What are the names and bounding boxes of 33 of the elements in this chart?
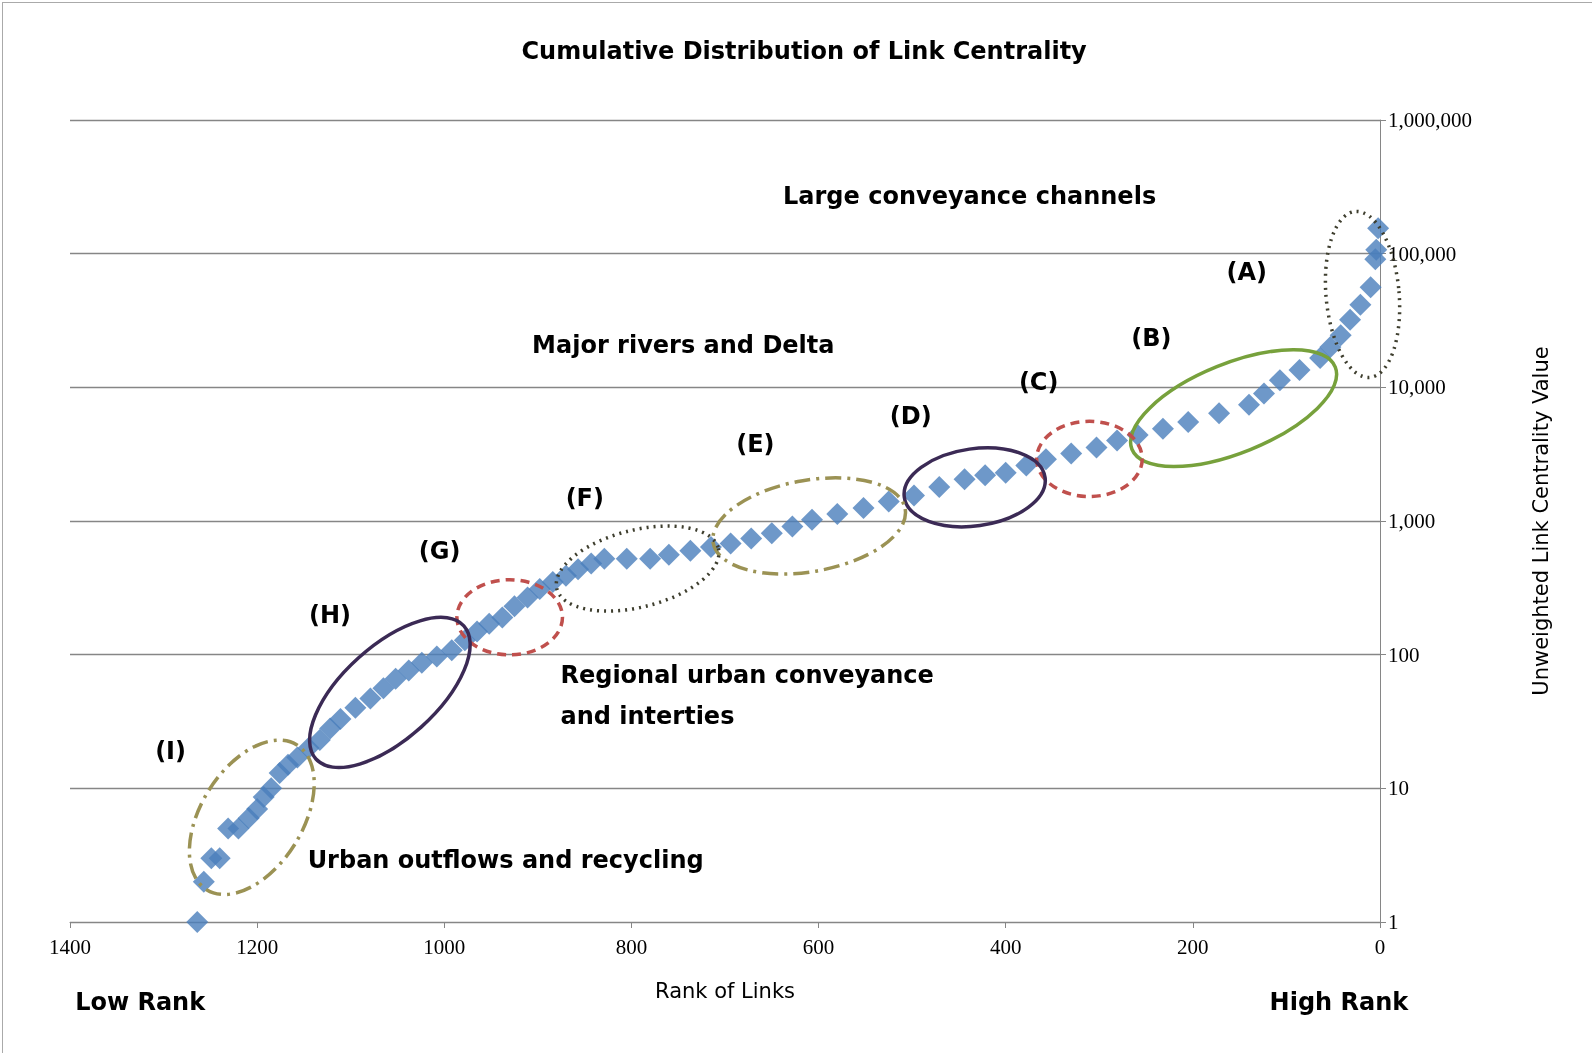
x-tick-label: 1000 bbox=[423, 934, 466, 959]
x-tick-label: 600 bbox=[802, 934, 835, 959]
x-tick-label: 1400 bbox=[49, 934, 91, 959]
x-tick-label: 800 bbox=[615, 934, 648, 959]
annotation: (B) bbox=[1131, 324, 1172, 353]
y-tick-label: 1 bbox=[1388, 910, 1399, 934]
annotation: Major rivers and Delta bbox=[532, 331, 835, 360]
annotation: (H) bbox=[308, 601, 351, 630]
x-tick-label: 0 bbox=[1374, 934, 1386, 959]
x-tick-label: 1200 bbox=[236, 934, 279, 959]
x-tick-label: 400 bbox=[989, 934, 1022, 959]
x-tick-label: 200 bbox=[1177, 934, 1209, 959]
annotation: (D) bbox=[889, 402, 932, 431]
chart-title: Cumulative Distribution of Link Centrality bbox=[521, 36, 1087, 65]
annotation: Urban outflows and recycling bbox=[307, 845, 704, 874]
y-tick-label: 1,000 bbox=[1388, 509, 1436, 533]
y-tick-label: 10 bbox=[1388, 776, 1409, 801]
annotation: Regional urban conveyance and interties bbox=[560, 659, 935, 732]
annotation: Large conveyance channels bbox=[783, 181, 1157, 210]
annotation: (E) bbox=[736, 429, 775, 458]
text: Low Rank bbox=[75, 988, 206, 1017]
annotation: (G) bbox=[418, 537, 461, 566]
y-tick-label: 1,000,000 bbox=[1388, 108, 1472, 132]
annotation: (I) bbox=[155, 737, 186, 766]
x-axis-title: Rank of Links bbox=[654, 978, 796, 1003]
y-tick-label: 100 bbox=[1388, 642, 1420, 667]
annotation: (F) bbox=[565, 483, 604, 512]
y-axis-title: Unweighted Link Centrality Value bbox=[1528, 346, 1553, 696]
y-tick-label: 100,000 bbox=[1388, 241, 1457, 266]
y-tick-label: 10,000 bbox=[1388, 375, 1446, 400]
annotation: (C) bbox=[1018, 367, 1059, 396]
annotation: (A) bbox=[1226, 258, 1268, 287]
text: High Rank bbox=[1269, 988, 1409, 1017]
